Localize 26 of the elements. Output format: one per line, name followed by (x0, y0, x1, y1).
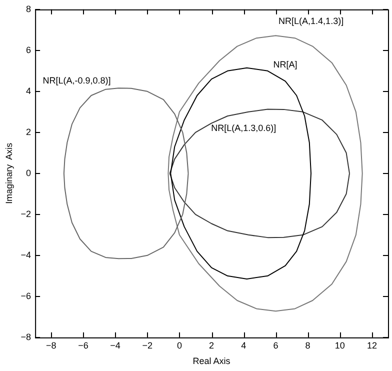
x-tick-label: −6 (78, 340, 88, 350)
y-tick-label: −6 (20, 290, 32, 301)
x-tick-label: 4 (241, 340, 246, 350)
y-tick-label: −4 (20, 250, 32, 260)
y-tick-label: 8 (26, 4, 32, 14)
y-tick-label: −8 (20, 332, 32, 342)
annotation: NR[L(A,1.4,1.3)] (278, 16, 344, 26)
x-tick-label: 12 (366, 340, 377, 350)
y-tick-label: 6 (26, 44, 32, 55)
x-tick-label: 8 (305, 340, 310, 350)
annotation: NR[A] (273, 59, 298, 70)
y-axis-title: Imaginary Axis (4, 142, 14, 204)
annotation: NR[L(A,-0.9,0.8)] (42, 76, 111, 86)
y-tick-label: 2 (26, 126, 32, 137)
y-tick-label: −2 (20, 208, 32, 219)
y-tick-label: 0 (26, 168, 32, 178)
x-tick-label: −8 (46, 340, 56, 350)
y-tick-label: 4 (26, 86, 32, 96)
annotation: NR[L(A,1.3,0.6)] (211, 122, 276, 133)
x-tick-label: 0 (176, 340, 182, 350)
x-tick-label: −4 (110, 340, 120, 350)
x-tick-label: 10 (334, 340, 345, 350)
x-tick-label: 2 (209, 340, 214, 350)
x-tick-label: 6 (273, 340, 278, 350)
x-axis-title: Real Axis (192, 356, 231, 366)
x-tick-label: −2 (142, 340, 152, 350)
